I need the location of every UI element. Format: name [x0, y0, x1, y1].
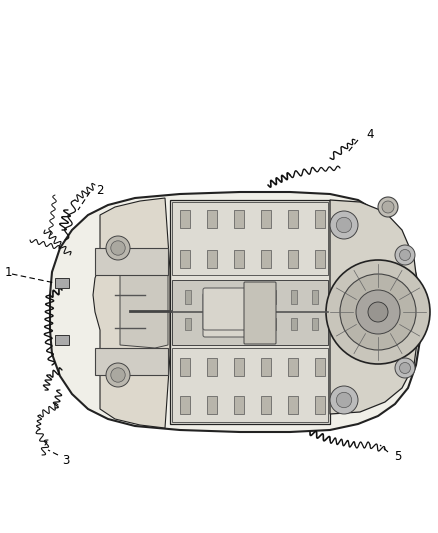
Bar [315, 250, 325, 268]
Bar [227, 290, 233, 304]
Bar [288, 250, 298, 268]
Bar [315, 358, 325, 376]
Bar [55, 278, 69, 288]
Text: 2: 2 [96, 183, 104, 197]
Bar [207, 250, 217, 268]
Text: 1: 1 [4, 265, 12, 279]
Bar [207, 210, 217, 228]
Circle shape [336, 217, 352, 233]
Bar [312, 318, 318, 330]
Circle shape [330, 386, 358, 414]
Bar [206, 290, 212, 304]
Circle shape [330, 211, 358, 239]
Bar [234, 210, 244, 228]
Polygon shape [93, 198, 170, 428]
Bar [288, 210, 298, 228]
Text: 4: 4 [366, 128, 374, 141]
Polygon shape [170, 200, 330, 424]
Circle shape [106, 363, 130, 387]
Circle shape [111, 368, 125, 382]
Bar [180, 250, 190, 268]
Bar [185, 290, 191, 304]
Bar [261, 250, 271, 268]
Polygon shape [172, 348, 328, 422]
Text: 3: 3 [62, 454, 69, 466]
Polygon shape [172, 280, 328, 345]
Bar [207, 358, 217, 376]
Bar [207, 396, 217, 414]
Circle shape [336, 392, 352, 408]
Bar [234, 358, 244, 376]
Circle shape [106, 236, 130, 260]
Bar [270, 290, 276, 304]
Bar [234, 396, 244, 414]
Polygon shape [172, 202, 328, 275]
Circle shape [340, 274, 416, 350]
Circle shape [382, 201, 394, 213]
Bar [291, 318, 297, 330]
Bar [261, 358, 271, 376]
Polygon shape [120, 265, 168, 348]
Circle shape [395, 358, 415, 378]
Bar [288, 396, 298, 414]
Circle shape [368, 302, 388, 322]
Bar [227, 318, 233, 330]
Bar [248, 318, 254, 330]
Polygon shape [50, 192, 420, 432]
Bar [234, 250, 244, 268]
Bar [291, 290, 297, 304]
Polygon shape [330, 200, 418, 414]
Bar [261, 396, 271, 414]
Bar [312, 290, 318, 304]
Bar [288, 358, 298, 376]
Bar [270, 318, 276, 330]
FancyBboxPatch shape [203, 293, 262, 337]
Bar [180, 210, 190, 228]
Polygon shape [95, 348, 168, 375]
Bar [206, 318, 212, 330]
Bar [55, 335, 69, 345]
FancyBboxPatch shape [203, 288, 262, 330]
Bar [180, 358, 190, 376]
Text: 5: 5 [394, 449, 402, 463]
Circle shape [111, 241, 125, 255]
Circle shape [378, 197, 398, 217]
Circle shape [399, 362, 410, 374]
Circle shape [356, 290, 400, 334]
Bar [185, 318, 191, 330]
Circle shape [326, 260, 430, 364]
Bar [180, 396, 190, 414]
Bar [261, 210, 271, 228]
Polygon shape [95, 248, 168, 275]
Circle shape [399, 249, 410, 261]
Bar [248, 290, 254, 304]
Circle shape [395, 245, 415, 265]
Bar [315, 396, 325, 414]
FancyBboxPatch shape [244, 282, 276, 344]
Bar [315, 210, 325, 228]
